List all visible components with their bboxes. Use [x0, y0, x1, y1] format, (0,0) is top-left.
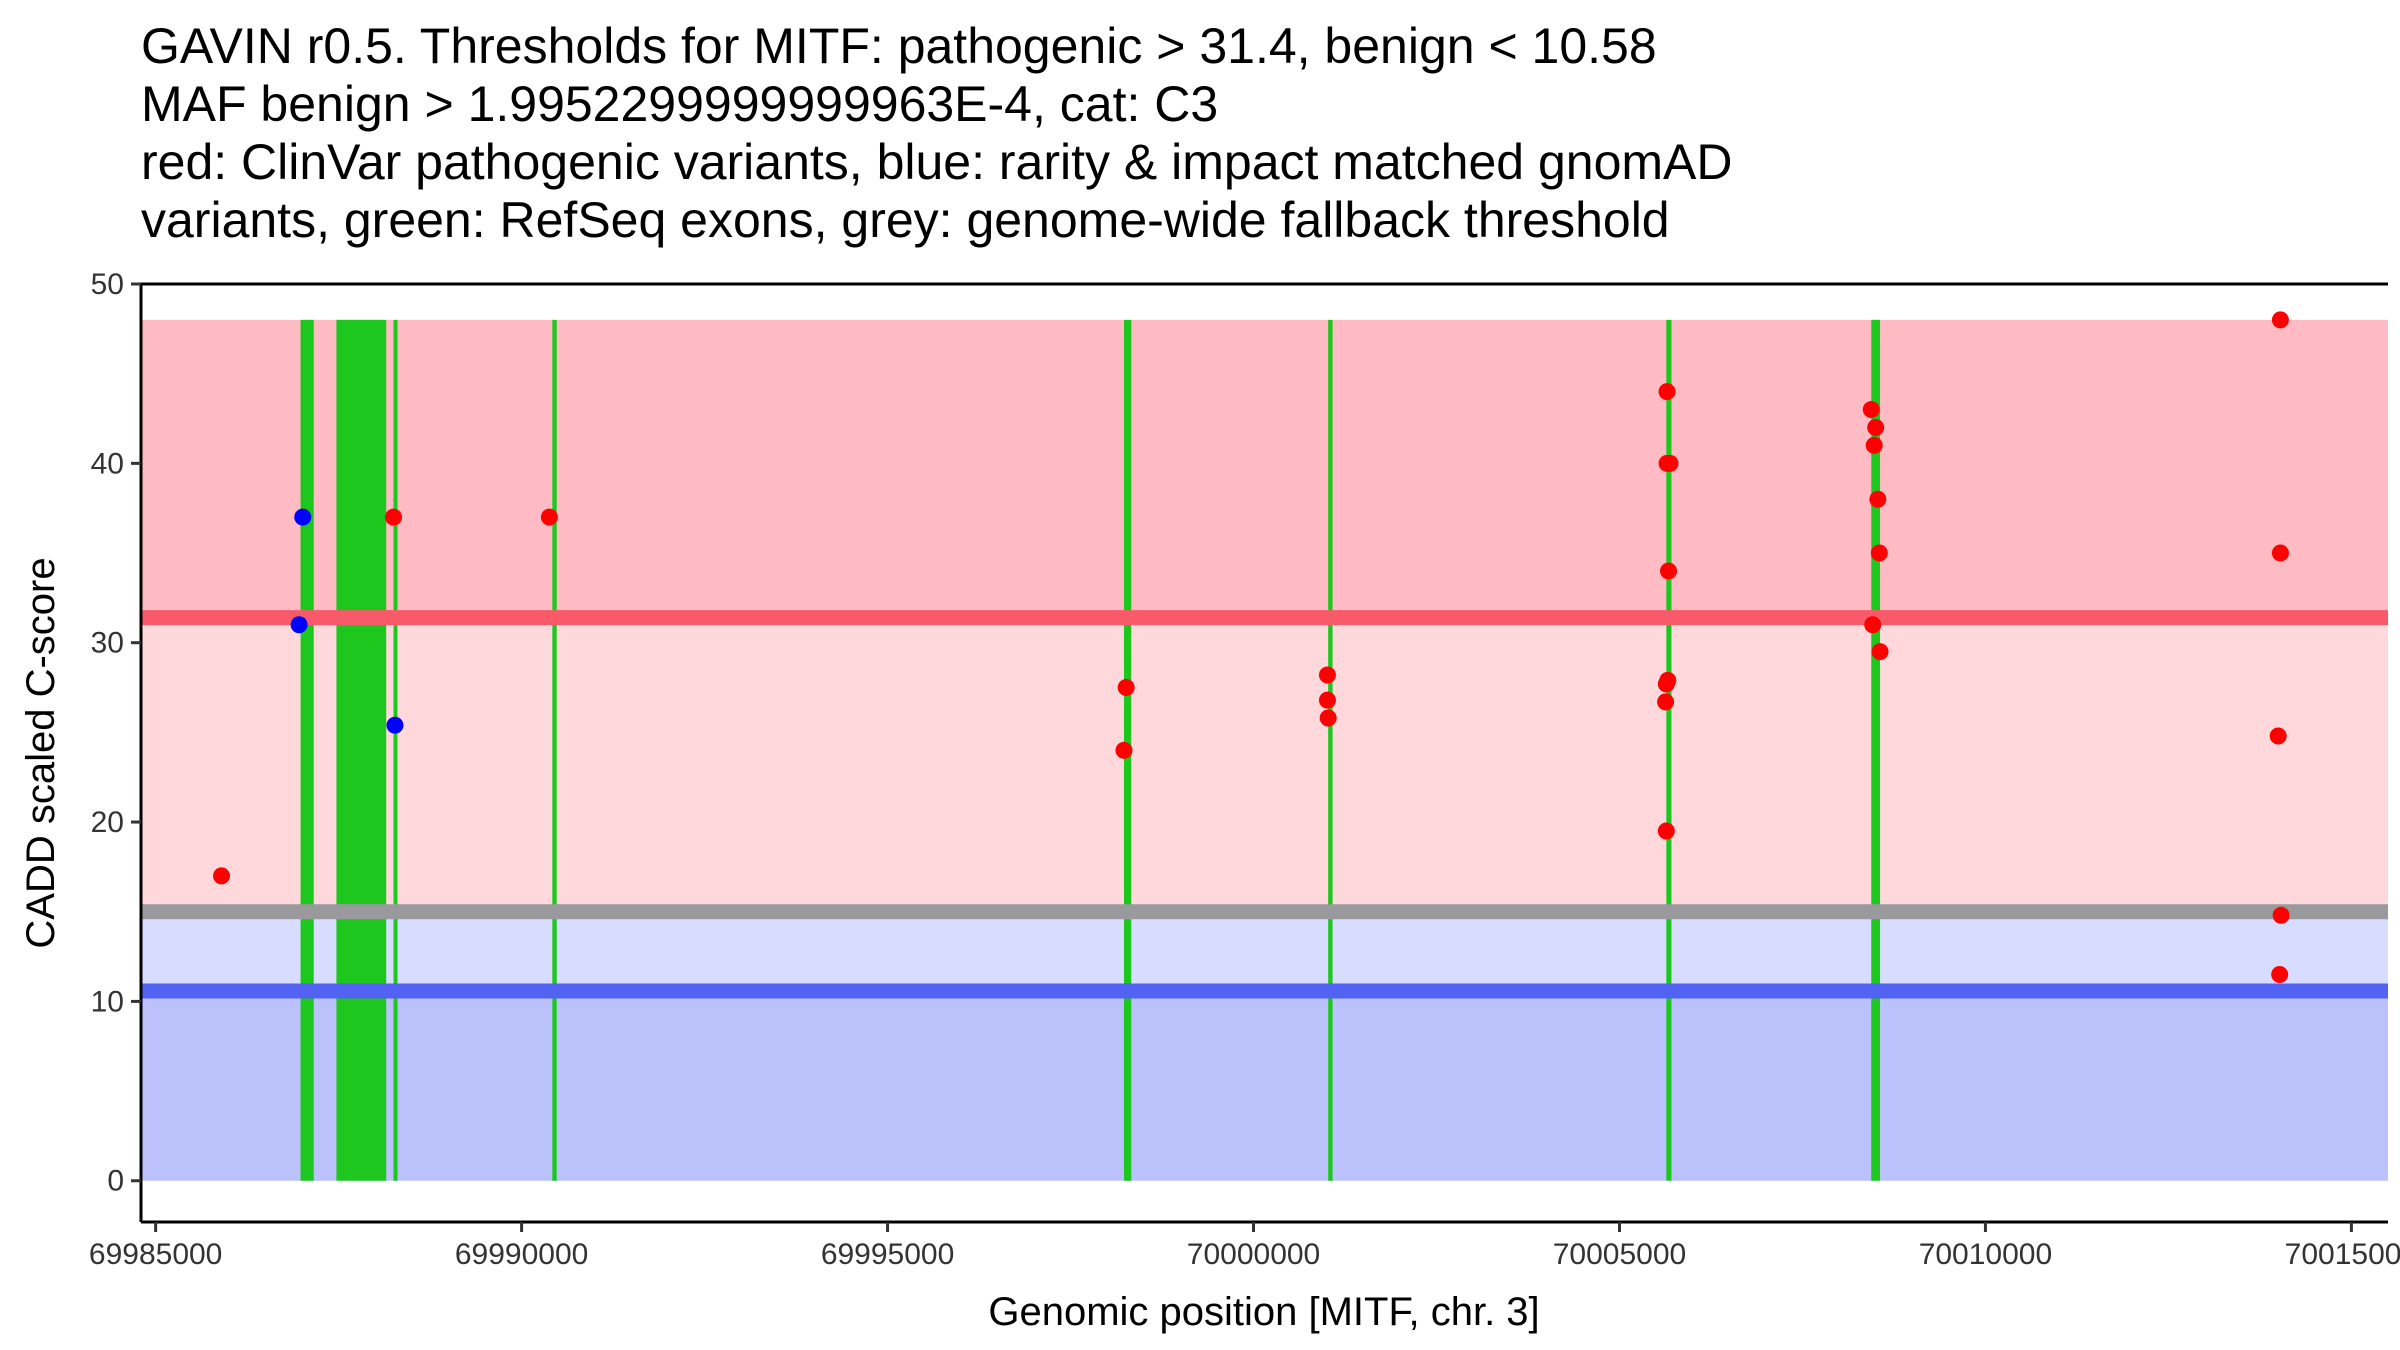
clinvar-point-28 [2271, 965, 2289, 983]
exon-bar-3 [393, 319, 398, 1181]
exon-bar-1 [300, 319, 314, 1181]
clinvar-point-24 [2271, 311, 2289, 329]
clinvar-point-18 [1867, 418, 1885, 436]
gnomad-point-2 [290, 616, 308, 634]
clinvar-point-26 [2269, 727, 2287, 745]
clinvar-point-14 [1657, 675, 1675, 693]
y-tick-label: 30 [91, 627, 124, 660]
exon-bar-6 [1328, 319, 1333, 1181]
clinvar-point-6 [1318, 666, 1336, 684]
x-tick-label: 70005000 [1553, 1238, 1686, 1271]
exon-bar-8 [1871, 319, 1881, 1181]
clinvar-point-2 [385, 508, 403, 526]
title-line-4: variants, green: RefSeq exons, grey: gen… [141, 192, 1670, 248]
x-tick-label: 69990000 [455, 1238, 588, 1271]
clinvar-point-27 [2272, 906, 2290, 924]
clinvar-point-23 [1871, 643, 1889, 661]
y-tick-label: 10 [91, 985, 124, 1018]
y-axis-title: CADD scaled C-score [19, 557, 63, 948]
x-tick-label: 69995000 [821, 1238, 954, 1271]
clinvar-point-17 [1862, 401, 1880, 419]
gnomad-point-3 [386, 716, 404, 734]
clinvar-point-9 [1658, 383, 1676, 401]
y-tick-label: 50 [91, 268, 124, 301]
clinvar-point-16 [1657, 822, 1675, 840]
clinvar-point-15 [1657, 693, 1675, 711]
plot-regions [141, 319, 2388, 1181]
clinvar-point-22 [1864, 616, 1882, 634]
clinvar-point-25 [2271, 544, 2289, 562]
title-line-1: GAVIN r0.5. Thresholds for MITF: pathoge… [141, 18, 1657, 74]
clinvar-point-5 [1115, 741, 1133, 759]
clinvar-point-1 [213, 867, 231, 885]
benign-lower-region [141, 990, 2388, 1181]
y-tick-label: 40 [91, 447, 124, 480]
x-tick-label: 69985000 [89, 1238, 222, 1271]
clinvar-point-11 [1661, 454, 1679, 472]
clinvar-point-21 [1870, 544, 1888, 562]
chart-title: GAVIN r0.5. Thresholds for MITF: pathoge… [141, 18, 1732, 248]
title-line-3: red: ClinVar pathogenic variants, blue: … [141, 134, 1732, 190]
clinvar-point-8 [1319, 709, 1337, 727]
y-tick-label: 0 [107, 1165, 124, 1198]
benign-upper-region [141, 911, 2388, 991]
clinvar-point-20 [1869, 490, 1887, 508]
exon-bar-7 [1666, 319, 1672, 1181]
y-tick-label: 20 [91, 806, 124, 839]
x-axis-title: Genomic position [MITF, chr. 3] [988, 1290, 1539, 1334]
x-tick-label: 70000000 [1187, 1238, 1320, 1271]
title-line-2: MAF benign > 1.9952299999999963E-4, cat:… [141, 76, 1218, 132]
clinvar-point-3 [540, 508, 558, 526]
clinvar-point-19 [1865, 436, 1883, 454]
plot-thresholds [141, 610, 2388, 999]
clinvar-point-4 [1117, 679, 1135, 697]
clinvar-point-7 [1318, 691, 1336, 709]
uncertain-region [141, 617, 2388, 912]
clinvar-point-12 [1660, 562, 1678, 580]
exon-bar-4 [552, 319, 557, 1181]
pathogenic-region [141, 319, 2388, 618]
plot-points [213, 311, 2290, 983]
gnomad-point-1 [294, 508, 312, 526]
x-tick-label: 70010000 [1919, 1238, 2052, 1271]
plot-axes: 0 10 20 30 40 50 69985000 69990000 69995000 70000… [89, 268, 2400, 1271]
exon-bar-2 [336, 319, 387, 1181]
x-tick-label: 70015000 [2285, 1238, 2400, 1271]
